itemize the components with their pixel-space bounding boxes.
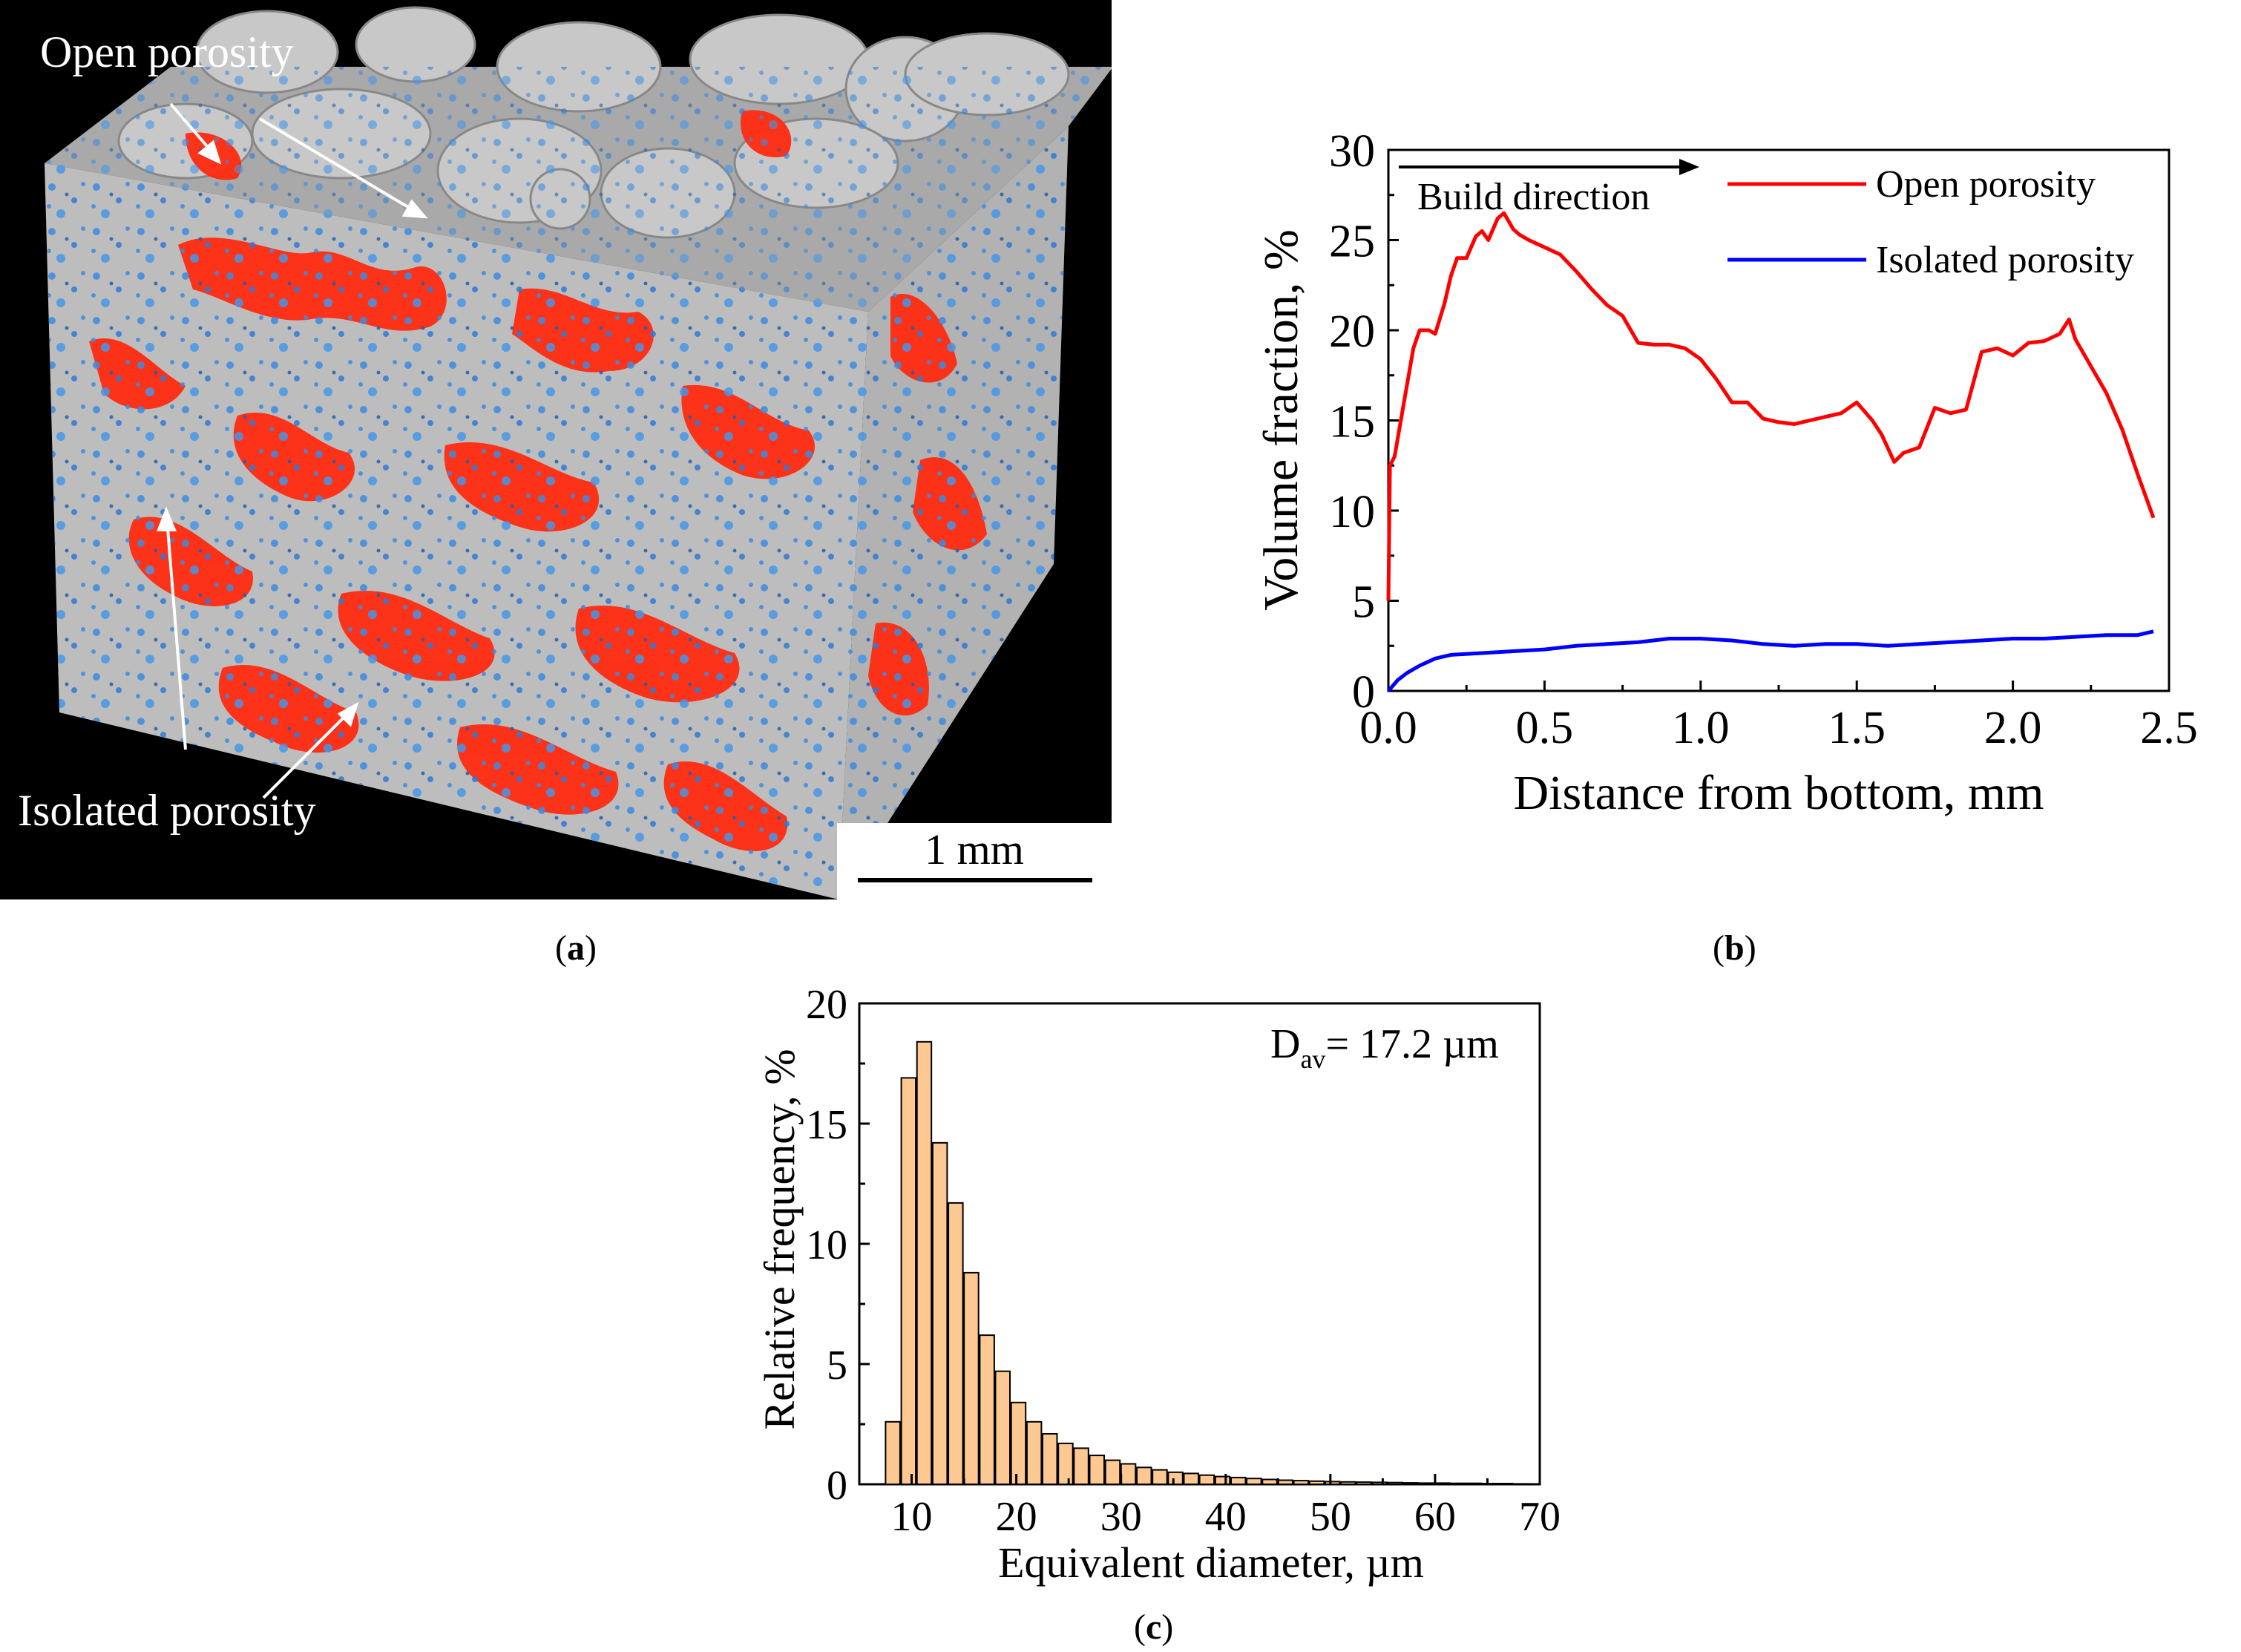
y-ticks-b: 0 5 10 15 20 25 30 — [1329, 126, 1399, 718]
histogram-bar — [994, 1370, 1011, 1486]
y-tick-label-c: 0 — [827, 1463, 847, 1509]
histogram-bar — [1230, 1476, 1247, 1486]
histogram-bar — [1293, 1480, 1310, 1485]
histogram-bar — [1152, 1469, 1168, 1485]
legend-label-isolated: Isolated porosity — [1876, 239, 2134, 281]
y-tick-label-c: 15 — [806, 1102, 847, 1148]
y-tick-label-b: 10 — [1329, 487, 1375, 537]
x-axis-title-c: Equivalent diameter, µm — [998, 1538, 1424, 1587]
x-tick-label-c: 20 — [996, 1494, 1037, 1540]
y-tick-label-c: 5 — [827, 1343, 847, 1389]
histogram-bar — [1387, 1481, 1404, 1486]
x-tick-label-c: 60 — [1414, 1494, 1456, 1540]
histogram-bar — [1073, 1447, 1089, 1486]
histogram-bar — [1057, 1442, 1074, 1486]
x-ticks-c: 10 20 30 40 50 60 70 — [891, 1474, 1561, 1540]
histogram-bar — [1324, 1481, 1341, 1486]
y-tick-label-b: 30 — [1329, 126, 1375, 177]
y-tick-label-c: 20 — [806, 983, 847, 1028]
x-ticks-b: 0.0 0.5 1.0 1.5 2.0 2.5 — [1359, 681, 2198, 753]
build-direction-arrowhead — [1679, 159, 1699, 175]
histogram-bar — [1104, 1459, 1121, 1485]
x-tick-label-b: 0.5 — [1516, 703, 1573, 753]
porosity-3d-rendering — [45, 6, 1112, 899]
scale-bar-label: 1 mm — [925, 825, 1024, 873]
y-tick-label-b: 5 — [1352, 577, 1375, 628]
x-tick-label-b: 2.0 — [1984, 703, 2042, 753]
y-axis-title-c: Relative frequency, % — [755, 1049, 804, 1429]
y-ticks-c: 0 5 10 15 20 — [806, 983, 870, 1509]
y-tick-label-b: 15 — [1329, 397, 1375, 448]
histogram-bar — [963, 1271, 980, 1485]
histogram-bar — [1277, 1479, 1293, 1485]
build-direction-label: Build direction — [1417, 176, 1650, 218]
histogram-bar — [916, 1040, 933, 1486]
scale-bar-line — [858, 878, 1092, 882]
histogram-bar — [900, 1077, 917, 1485]
histogram-bar — [1402, 1482, 1420, 1485]
histogram-bar — [948, 1202, 964, 1485]
histogram-bar — [1418, 1482, 1435, 1486]
histogram-bar — [979, 1334, 995, 1485]
x-tick-label-b: 0.0 — [1359, 703, 1417, 753]
x-tick-label-b: 1.5 — [1828, 703, 1886, 753]
histogram-bar — [1340, 1481, 1356, 1485]
open-porosity-line — [1386, 211, 2156, 601]
histogram-bar — [1120, 1463, 1137, 1485]
x-tick-label-b: 2.5 — [2140, 703, 2198, 753]
y-tick-label-b: 20 — [1329, 307, 1375, 357]
mean-diameter-annotation: Dav= 17.2 µm — [1270, 1021, 1499, 1074]
histogram-bar — [1246, 1478, 1262, 1486]
histogram-bar — [931, 1141, 948, 1485]
x-tick-label-c: 40 — [1205, 1494, 1247, 1540]
x-tick-label-c: 10 — [891, 1494, 933, 1540]
isolated-porosity-line — [1387, 629, 2154, 692]
histogram-bar — [1167, 1471, 1184, 1485]
x-tick-label-c: 30 — [1100, 1494, 1142, 1540]
histogram-bar — [1356, 1481, 1372, 1485]
open-porosity-label: Open porosity — [40, 27, 294, 76]
histogram-bar — [1042, 1433, 1058, 1485]
histogram-bar — [1261, 1478, 1278, 1485]
y-tick-label-c: 10 — [806, 1222, 847, 1268]
x-tick-label-b: 1.0 — [1672, 703, 1730, 753]
histogram-bars — [885, 1040, 1529, 1486]
histogram-bar — [1136, 1466, 1152, 1485]
volume-fraction-chart: 0 5 10 15 20 25 30 0.0 0.5 1.0 1.5 2.0 2.5 Build di… — [1254, 126, 2198, 820]
tomography-image-panel: Open porosity Isolated porosity 1 mm — [0, 0, 1112, 899]
caption-c: (c) — [1134, 1607, 1174, 1647]
histogram-bar — [1308, 1480, 1325, 1485]
histogram-bar — [1089, 1455, 1105, 1485]
histogram-bar — [1010, 1401, 1027, 1485]
y-tick-label-b: 0 — [1352, 667, 1375, 718]
histogram-bar — [1434, 1482, 1451, 1486]
x-tick-label-c: 50 — [1310, 1494, 1351, 1540]
scale-bar: 1 mm — [837, 823, 1112, 899]
caption-b: (b) — [1713, 928, 1756, 968]
legend-label-open: Open porosity — [1876, 163, 2096, 206]
x-tick-label-c: 70 — [1519, 1494, 1561, 1540]
caption-a: (a) — [555, 928, 597, 968]
histogram-bar — [1026, 1420, 1043, 1485]
series-lines-b — [1386, 211, 2156, 692]
histogram-bar — [1214, 1475, 1231, 1485]
isolated-porosity-label: Isolated porosity — [18, 786, 316, 835]
histogram-bar — [885, 1420, 901, 1485]
y-tick-label-b: 25 — [1329, 217, 1375, 267]
size-distribution-chart: 0 5 10 15 20 10 20 30 40 50 60 70 Dav= 17.2 µm Equ… — [755, 983, 1561, 1587]
histogram-bar — [1371, 1481, 1388, 1486]
histogram-bar — [1198, 1474, 1215, 1486]
y-axis-title-b: Volume fraction, % — [1254, 229, 1308, 611]
x-axis-title-b: Distance from bottom, mm — [1514, 766, 2044, 820]
histogram-bar — [1183, 1472, 1199, 1486]
